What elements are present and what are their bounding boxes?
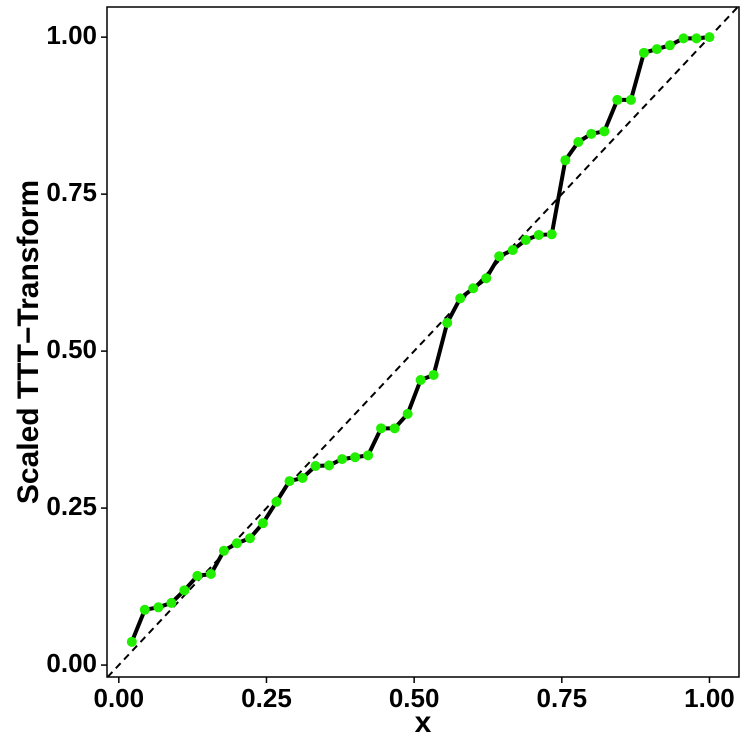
x-tick-label: 0.75	[536, 683, 587, 713]
point	[205, 569, 216, 580]
y-tick-label: 0.25	[46, 491, 97, 521]
point	[560, 155, 571, 166]
point	[166, 597, 177, 608]
reference-line	[106, 6, 739, 678]
point	[481, 273, 492, 284]
point	[337, 454, 348, 465]
point	[389, 423, 400, 434]
point	[638, 47, 649, 58]
point	[218, 545, 229, 556]
point	[520, 234, 531, 245]
point	[126, 636, 137, 647]
series-line	[129, 35, 710, 643]
point	[179, 585, 190, 596]
point	[507, 245, 518, 256]
point	[625, 94, 636, 105]
point	[310, 461, 321, 472]
y-tick-label: 0.00	[46, 648, 97, 678]
point	[455, 293, 466, 304]
point	[139, 604, 150, 615]
point	[257, 518, 268, 529]
point	[350, 452, 361, 463]
point	[704, 32, 715, 43]
point	[415, 374, 426, 385]
point	[664, 40, 675, 51]
point	[324, 460, 335, 471]
point	[402, 408, 413, 419]
x-tick-label: 0.00	[94, 683, 145, 713]
point	[231, 538, 242, 549]
plot-frame	[106, 6, 740, 678]
point	[612, 94, 623, 105]
y-tick-label: 0.75	[46, 177, 97, 207]
point	[271, 496, 282, 507]
y-tick-label: 0.50	[46, 334, 97, 364]
point	[442, 317, 453, 328]
x-tick-label: 0.25	[241, 683, 292, 713]
y-tick-label: 1.00	[46, 20, 97, 50]
point	[691, 33, 702, 44]
x-axis-title: x	[415, 706, 432, 739]
y-axis-title: Scaled TTT−Transform	[12, 180, 45, 504]
point	[651, 44, 662, 55]
point	[468, 283, 479, 294]
point	[244, 533, 255, 544]
point	[546, 229, 557, 240]
point	[363, 450, 374, 461]
point	[494, 251, 505, 262]
x-tick-label: 1.00	[684, 683, 735, 713]
x-tick-label: 0.50	[389, 683, 440, 713]
point	[428, 369, 439, 380]
point	[599, 126, 610, 137]
point	[297, 472, 308, 483]
point	[586, 128, 597, 139]
point	[284, 476, 295, 487]
point	[678, 33, 689, 44]
point	[153, 602, 164, 613]
point	[533, 229, 544, 240]
point	[573, 137, 584, 148]
point	[376, 423, 387, 434]
point	[192, 570, 203, 581]
